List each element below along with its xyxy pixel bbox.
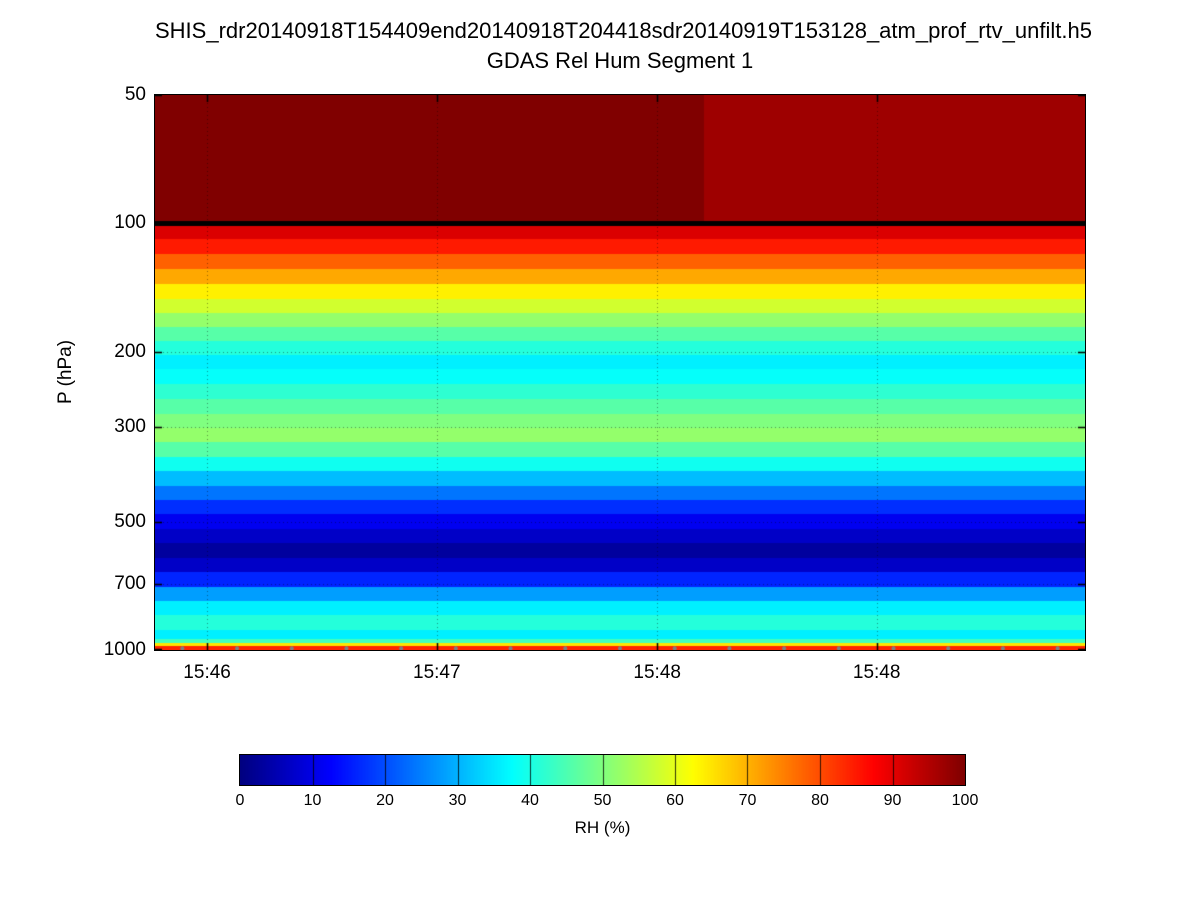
colorbar-tick-label: 60 bbox=[666, 792, 684, 809]
title-line-1: SHIS_rdr20140918T154409end20140918T20441… bbox=[155, 18, 1092, 43]
plot-area bbox=[154, 94, 1086, 651]
colorbar-tick-label: 40 bbox=[521, 792, 539, 809]
colorbar-label: RH (%) bbox=[574, 818, 631, 837]
colorbar-tick-label: 70 bbox=[738, 792, 757, 809]
colorbar-tick-label: 20 bbox=[376, 792, 394, 809]
colorbar-tick-label: 50 bbox=[593, 792, 612, 809]
x-tick-label: 15:48 bbox=[852, 662, 901, 683]
y-tick-label: 100 bbox=[114, 212, 146, 234]
y-tick-label: 200 bbox=[114, 340, 146, 362]
colorbar-tick-label: 100 bbox=[951, 792, 979, 809]
title-line-2: GDAS Rel Hum Segment 1 bbox=[486, 48, 754, 73]
x-tick-label: 15:47 bbox=[413, 662, 461, 683]
colorbar-tick-label: 80 bbox=[811, 792, 829, 809]
heatmap-canvas bbox=[155, 95, 1085, 650]
colorbar-tick-label: 10 bbox=[303, 792, 322, 809]
colorbar bbox=[239, 754, 966, 786]
y-tick-label: 50 bbox=[124, 84, 146, 105]
colorbar-tick-label: 90 bbox=[883, 792, 902, 809]
y-tick-label: 300 bbox=[114, 415, 146, 437]
colorbar-tick-label: 0 bbox=[235, 792, 245, 809]
x-tick-label: 15:48 bbox=[633, 662, 681, 683]
x-tick-label: 15:46 bbox=[183, 662, 231, 683]
colorbar-tick-label: 30 bbox=[448, 792, 467, 809]
y-tick-label: 1000 bbox=[103, 639, 146, 660]
y-tick-label: 500 bbox=[114, 510, 146, 532]
colorbar-canvas bbox=[240, 755, 965, 785]
plot-title: SHIS_rdr20140918T154409end20140918T20441… bbox=[155, 16, 1092, 76]
y-tick-label: 700 bbox=[114, 572, 146, 594]
